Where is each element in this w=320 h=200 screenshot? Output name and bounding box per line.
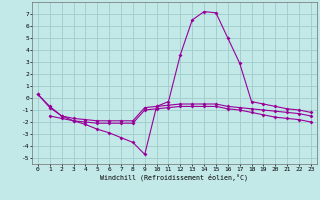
- X-axis label: Windchill (Refroidissement éolien,°C): Windchill (Refroidissement éolien,°C): [100, 174, 248, 181]
